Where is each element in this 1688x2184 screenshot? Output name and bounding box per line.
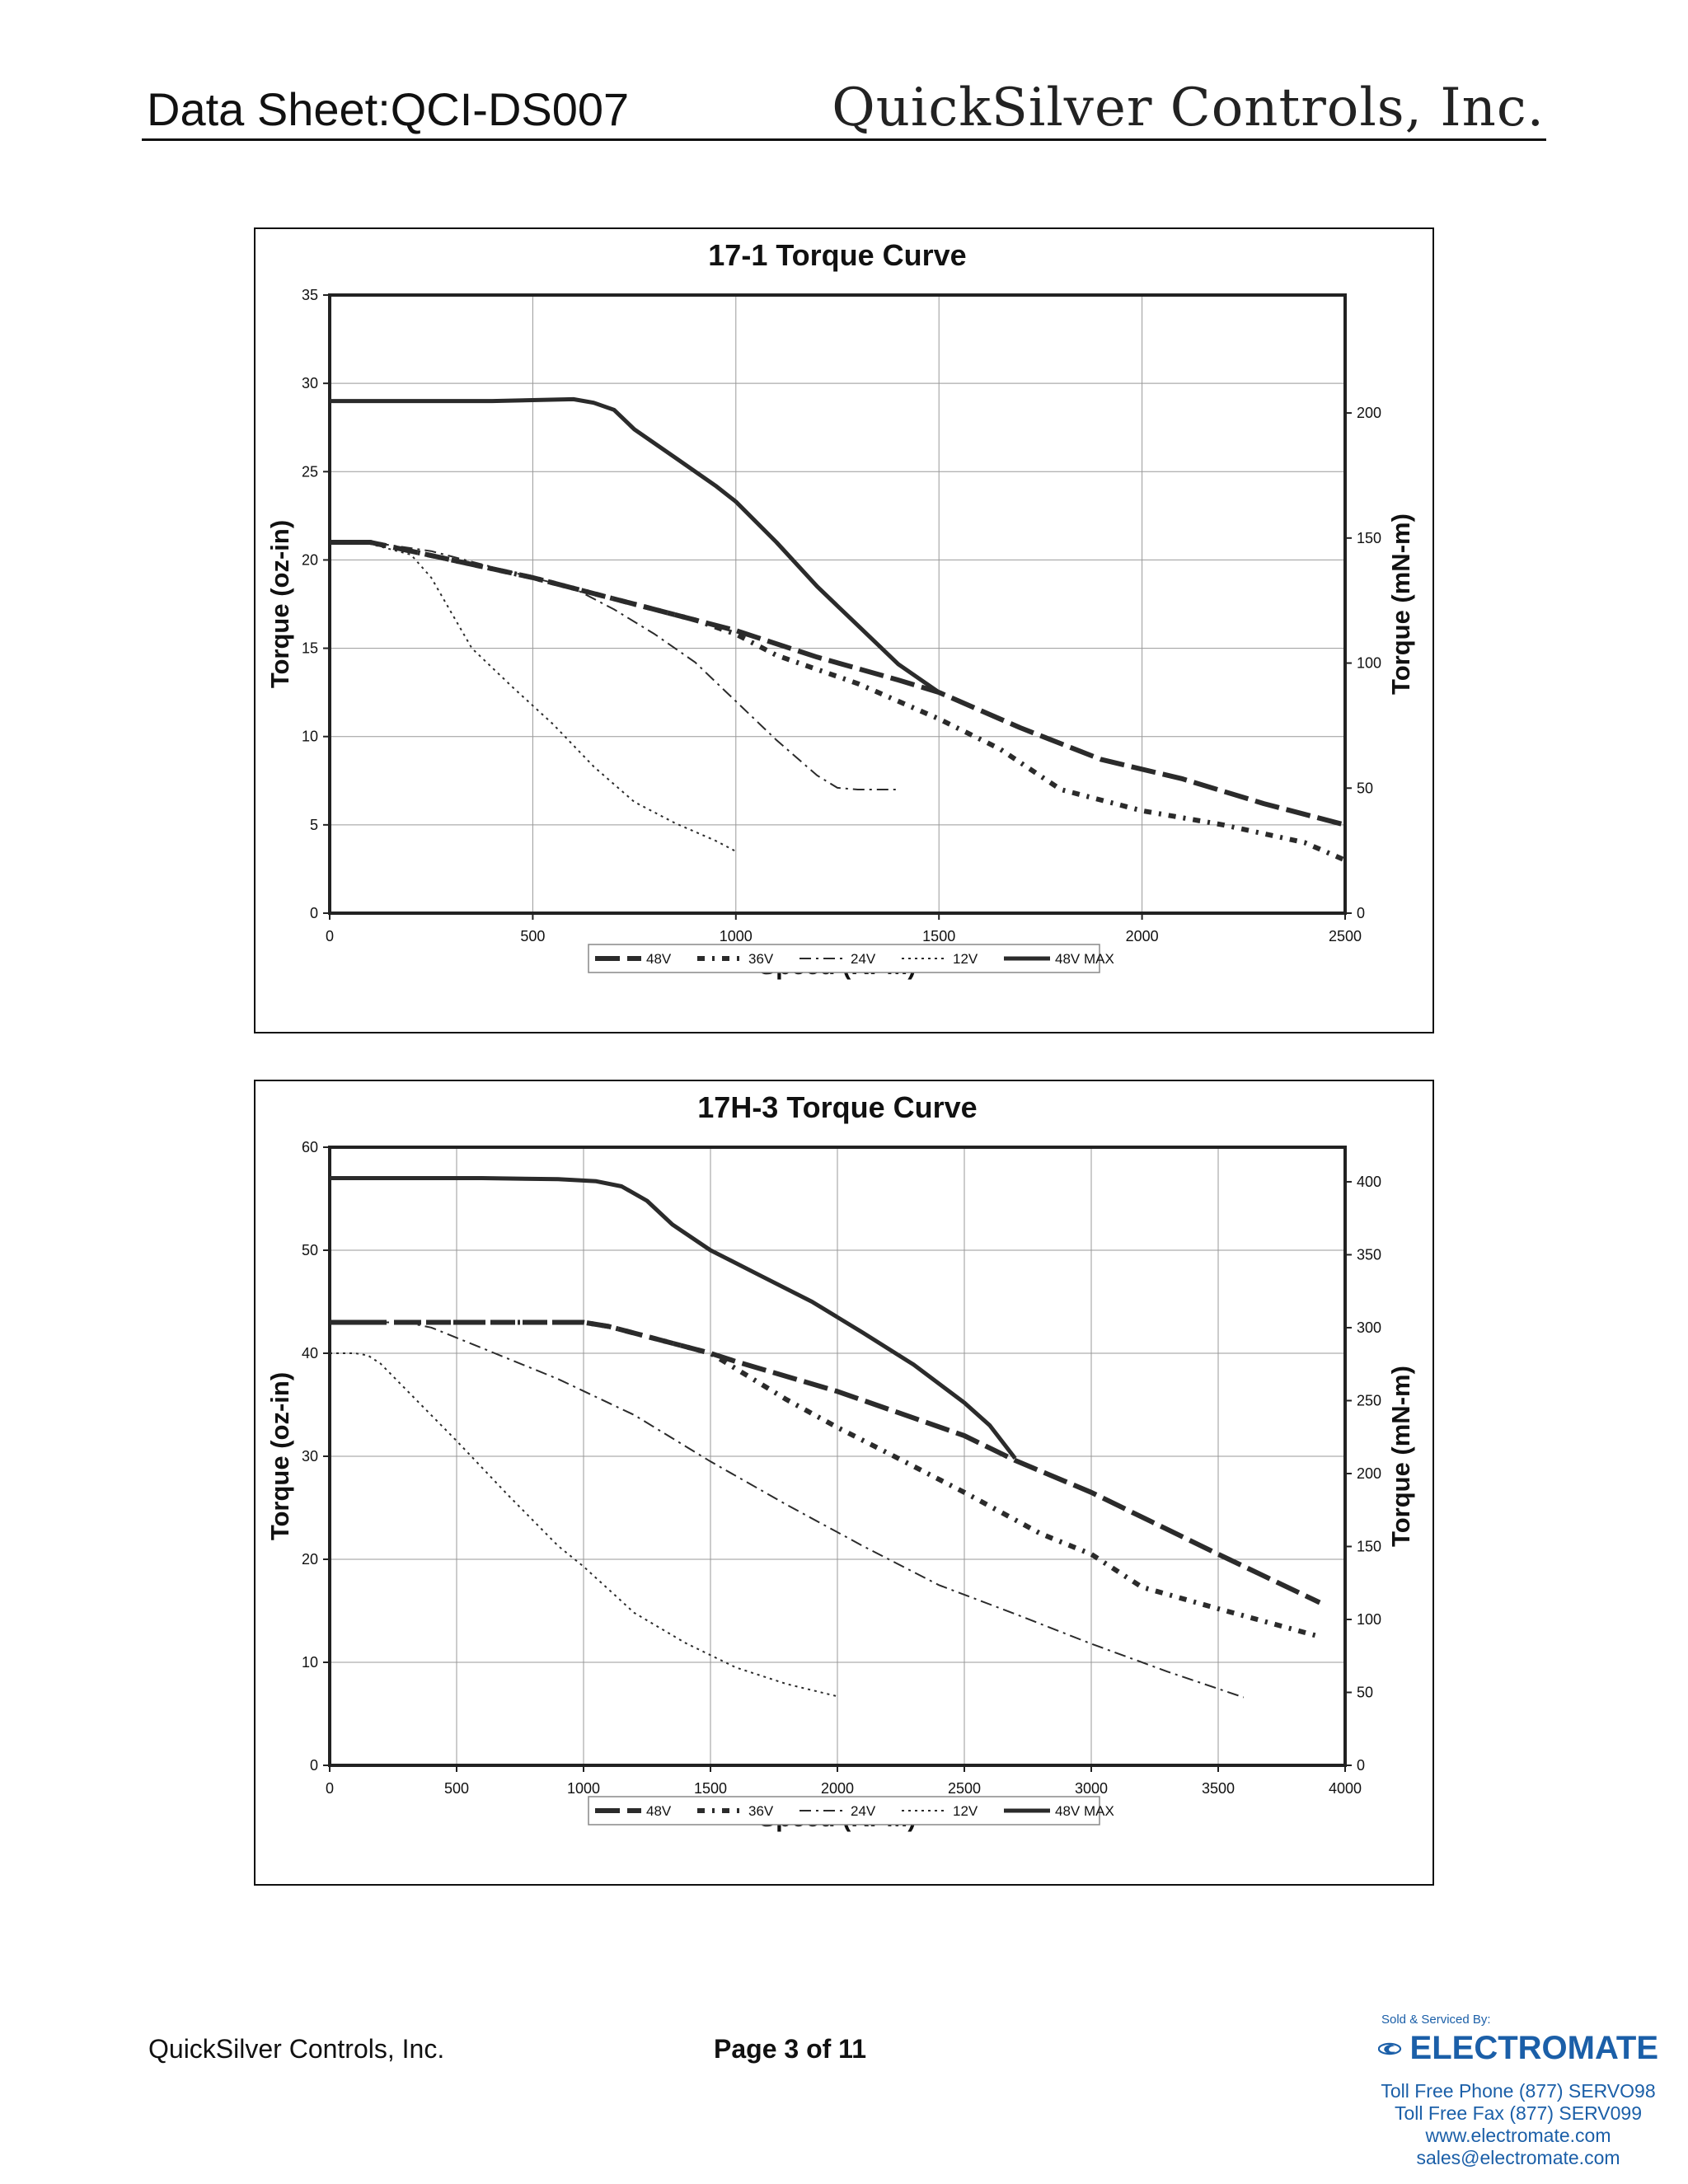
x-tick-label: 2000 (1126, 928, 1159, 944)
company-name: QuickSilver Controls, Inc. (832, 77, 1545, 138)
chart-title: 17-1 Torque Curve (708, 238, 966, 272)
y2-tick-label: 250 (1357, 1392, 1381, 1408)
y-tick-label: 40 (302, 1345, 318, 1361)
plot-area (328, 293, 1347, 915)
y2-tick-label: 400 (1357, 1174, 1381, 1190)
x-tick-label: 500 (444, 1780, 469, 1797)
y-tick-label: 30 (302, 1448, 318, 1465)
x-tick-label: 1000 (567, 1780, 600, 1797)
header-rule (142, 138, 1546, 141)
y-tick-label: 35 (302, 287, 318, 303)
y2-axis-title: Torque (mN-m) (1386, 513, 1415, 695)
x-tick-label: 2500 (948, 1780, 981, 1797)
x-tick-label: 4000 (1329, 1780, 1362, 1797)
legend-label: 48V (646, 1803, 672, 1819)
y2-tick-label: 200 (1357, 405, 1381, 421)
electromate-logo-icon (1378, 2042, 1402, 2055)
series-line-3 (330, 541, 898, 790)
series-line-4 (329, 541, 737, 852)
x-tick-label: 1000 (720, 928, 753, 944)
chart-title: 17H-3 Torque Curve (697, 1090, 977, 1124)
series-line-5 (330, 1176, 1017, 1460)
footer-company: QuickSilver Controls, Inc. (148, 2034, 445, 2064)
series-line-1 (330, 540, 1346, 827)
torque-chart-17h-3: 17H-3 Torque Curve 0 500 1000 1500 2000 2500 30… (254, 1080, 1434, 1886)
y-axis-title: Torque (oz-in) (265, 520, 294, 688)
y2-tick-label: 150 (1357, 530, 1381, 546)
y-tick-label: 20 (302, 551, 318, 568)
legend-label: 24V (851, 1803, 876, 1819)
y2-tick-label: 50 (1357, 1684, 1373, 1700)
y-tick-label: 10 (302, 729, 318, 745)
y2-tick-label: 0 (1357, 905, 1365, 921)
x-tick-label: 2000 (821, 1780, 854, 1797)
x-tick-label: 3000 (1075, 1780, 1108, 1797)
x-tick-label: 3500 (1202, 1780, 1235, 1797)
distributor-contact: Toll Free Phone (877) SERVO98 Toll Free … (1378, 2080, 1658, 2169)
toll-free-phone: Toll Free Phone (877) SERVO98 (1381, 2080, 1656, 2102)
y2-tick-label: 50 (1357, 780, 1373, 796)
y-tick-label: 60 (302, 1139, 318, 1155)
x-tick-label: 0 (326, 1780, 334, 1797)
page-number: Page 3 of 11 (714, 2034, 866, 2064)
distributor-logo: Sold & Serviced By: ELECTROMATE (1378, 2013, 1658, 2067)
y-tick-label: 10 (302, 1654, 318, 1671)
x-tick-label: 1500 (922, 928, 955, 944)
y-axis-title: Torque (oz-in) (265, 1372, 294, 1540)
y-tick-label: 0 (310, 1757, 318, 1774)
x-tick-label: 500 (520, 928, 545, 944)
y-tick-label: 0 (310, 905, 318, 921)
y-tick-label: 5 (310, 817, 318, 833)
y-tick-label: 30 (302, 375, 318, 391)
legend-label: 48V MAX (1055, 951, 1114, 967)
series-line-2 (330, 540, 1347, 863)
legend-label: 36V (748, 1803, 774, 1819)
y2-tick-label: 0 (1357, 1757, 1365, 1774)
series-line-5 (330, 396, 940, 695)
y2-axis-title: Torque (mN-m) (1386, 1366, 1415, 1547)
legend-label: 24V (851, 951, 876, 967)
distributor-name: ELECTROMATE (1409, 2030, 1658, 2066)
y-tick-label: 50 (302, 1242, 318, 1258)
y2-tick-label: 100 (1357, 655, 1381, 672)
x-tick-label: 1500 (694, 1780, 727, 1797)
legend-label: 12V (953, 1803, 978, 1819)
y2-tick-label: 300 (1357, 1319, 1381, 1336)
legend-label: 36V (748, 951, 774, 967)
y2-tick-label: 100 (1357, 1611, 1381, 1628)
sold-serviced-label: Sold & Serviced By: (1381, 2013, 1491, 2027)
y-tick-label: 25 (302, 463, 318, 480)
x-tick-label: 0 (326, 928, 334, 944)
series-line-3 (330, 1321, 1245, 1699)
series-line-1 (330, 1319, 1321, 1605)
series-line-4 (330, 1352, 838, 1698)
email-link[interactable]: sales@electromate.com (1416, 2147, 1620, 2168)
legend-label: 12V (953, 951, 978, 967)
torque-chart-17-1: 17-1 Torque Curve 0 500 1000 1500 2000 2500 0 5 1… (254, 227, 1434, 1033)
y2-tick-label: 150 (1357, 1538, 1381, 1554)
y2-tick-label: 350 (1357, 1246, 1381, 1263)
legend-label: 48V (646, 951, 672, 967)
y-tick-label: 20 (302, 1551, 318, 1568)
document-id: Data Sheet:QCI-DS007 (147, 83, 630, 135)
y2-tick-label: 200 (1357, 1465, 1381, 1482)
website-link[interactable]: www.electromate.com (1425, 2125, 1611, 2146)
x-tick-label: 2500 (1329, 928, 1362, 944)
y-tick-label: 15 (302, 640, 318, 657)
legend-label: 48V MAX (1055, 1803, 1114, 1819)
toll-free-fax: Toll Free Fax (877) SERV099 (1395, 2102, 1642, 2124)
series-line-2 (330, 1319, 1320, 1639)
